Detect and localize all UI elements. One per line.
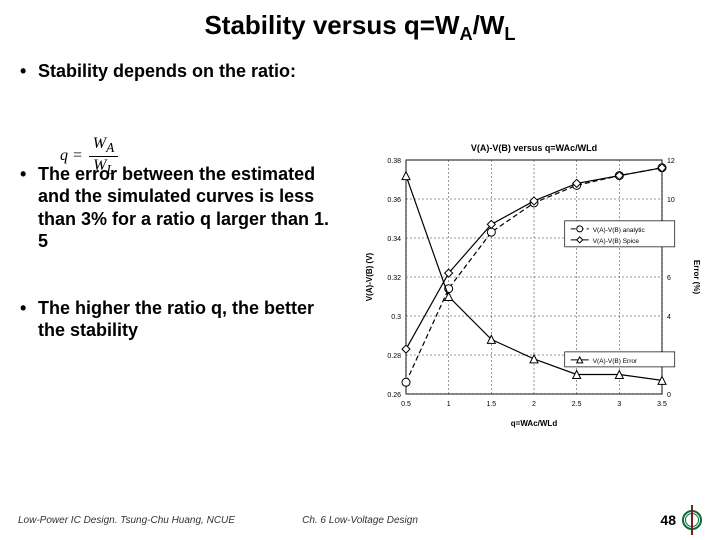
svg-text:V(A)-V(B) analytic: V(A)-V(B) analytic bbox=[593, 227, 646, 234]
svg-text:4: 4 bbox=[667, 314, 671, 321]
footer-center: Ch. 6 Low-Voltage Design bbox=[302, 515, 418, 526]
bullet-3: • The higher the ratio q, the better the… bbox=[20, 297, 340, 342]
formula-den: WL bbox=[89, 157, 118, 178]
svg-text:1: 1 bbox=[447, 401, 451, 408]
bullet-1: • Stability depends on the ratio: bbox=[20, 60, 340, 83]
bullet-dot: • bbox=[20, 163, 38, 186]
svg-text:0.28: 0.28 bbox=[387, 353, 401, 360]
formula-lhs: q = bbox=[60, 147, 83, 165]
formula-fraction: WA WL bbox=[89, 135, 118, 178]
bullet-text: Stability depends on the ratio: bbox=[38, 60, 340, 83]
bullet-dot: • bbox=[20, 60, 38, 83]
svg-text:V(A)-V(B) Error: V(A)-V(B) Error bbox=[593, 358, 638, 365]
formula: q = WA WL bbox=[60, 135, 118, 178]
svg-text:6: 6 bbox=[667, 275, 671, 282]
svg-text:0.36: 0.36 bbox=[387, 197, 401, 204]
svg-text:V(A)-V(B) versus q=WAc/WLd: V(A)-V(B) versus q=WAc/WLd bbox=[471, 143, 597, 153]
svg-text:q=WAc/WLd: q=WAc/WLd bbox=[511, 419, 558, 428]
svg-text:3: 3 bbox=[617, 401, 621, 408]
svg-text:0.32: 0.32 bbox=[387, 275, 401, 282]
formula-num: WA bbox=[89, 135, 118, 157]
svg-text:Error (%): Error (%) bbox=[692, 260, 700, 295]
svg-text:0.3: 0.3 bbox=[391, 314, 401, 321]
svg-text:0.34: 0.34 bbox=[387, 236, 401, 243]
svg-text:2.5: 2.5 bbox=[572, 401, 582, 408]
svg-text:V(A)-V(B) (V): V(A)-V(B) (V) bbox=[365, 252, 374, 301]
svg-text:2: 2 bbox=[532, 401, 536, 408]
bullet-dot: • bbox=[20, 297, 38, 320]
svg-text:10: 10 bbox=[667, 197, 675, 204]
svg-text:0.38: 0.38 bbox=[387, 158, 401, 165]
slide-title: Stability versus q=WA/WL bbox=[0, 0, 720, 45]
footer: Low-Power IC Design. Tsung-Chu Huang, NC… bbox=[0, 510, 720, 530]
chart: V(A)-V(B) versus q=WAc/WLd 0.5 1 1.5 2 2.5 3 3.… bbox=[360, 140, 700, 430]
page-number: 48 bbox=[660, 510, 702, 530]
svg-text:3.5: 3.5 bbox=[657, 401, 667, 408]
svg-text:0.5: 0.5 bbox=[401, 401, 411, 408]
page-number-text: 48 bbox=[660, 512, 676, 528]
footer-left: Low-Power IC Design. Tsung-Chu Huang, NC… bbox=[18, 515, 235, 526]
svg-text:0: 0 bbox=[667, 392, 671, 399]
svg-text:12: 12 bbox=[667, 158, 675, 165]
bullets: • Stability depends on the ratio: • The … bbox=[20, 60, 340, 348]
bullet-text: The higher the ratio q, the better the s… bbox=[38, 297, 340, 342]
svg-text:0.26: 0.26 bbox=[387, 392, 401, 399]
logo-icon bbox=[682, 510, 702, 530]
svg-text:1.5: 1.5 bbox=[486, 401, 496, 408]
svg-text:V(A)-V(B) Spice: V(A)-V(B) Spice bbox=[593, 238, 640, 245]
